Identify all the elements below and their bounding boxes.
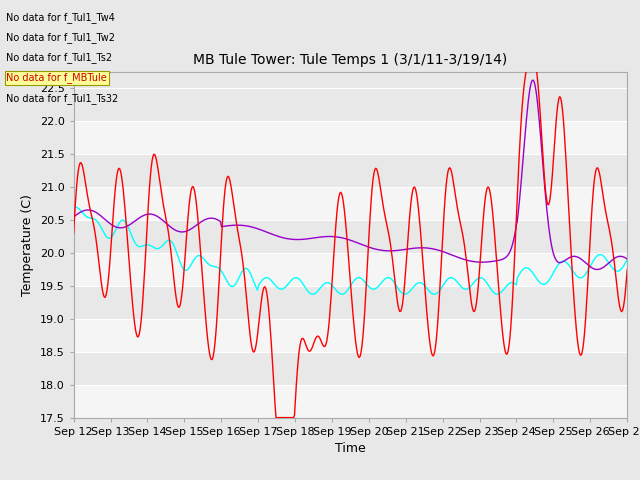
- Bar: [74, 352, 627, 384]
- Text: No data for f_Tul1_Tw4: No data for f_Tul1_Tw4: [6, 12, 115, 23]
- Bar: [74, 154, 627, 187]
- Y-axis label: Temperature (C): Temperature (C): [21, 194, 34, 296]
- Bar: [74, 286, 627, 319]
- Bar: [74, 319, 627, 352]
- Title: MB Tule Tower: Tule Temps 1 (3/1/11-3/19/14): MB Tule Tower: Tule Temps 1 (3/1/11-3/19…: [193, 53, 508, 67]
- Text: No data for f_Tul1_Ts32: No data for f_Tul1_Ts32: [6, 93, 118, 104]
- Text: No data for f_Tul1_Ts2: No data for f_Tul1_Ts2: [6, 52, 113, 63]
- Bar: [74, 220, 627, 253]
- Text: No data for f_Tul1_Tw2: No data for f_Tul1_Tw2: [6, 32, 115, 43]
- Bar: [74, 187, 627, 220]
- Text: No data for f_MBTule: No data for f_MBTule: [6, 72, 107, 84]
- Bar: [74, 121, 627, 154]
- X-axis label: Time: Time: [335, 442, 366, 455]
- Bar: [74, 253, 627, 286]
- Bar: [74, 88, 627, 121]
- Bar: [74, 384, 627, 418]
